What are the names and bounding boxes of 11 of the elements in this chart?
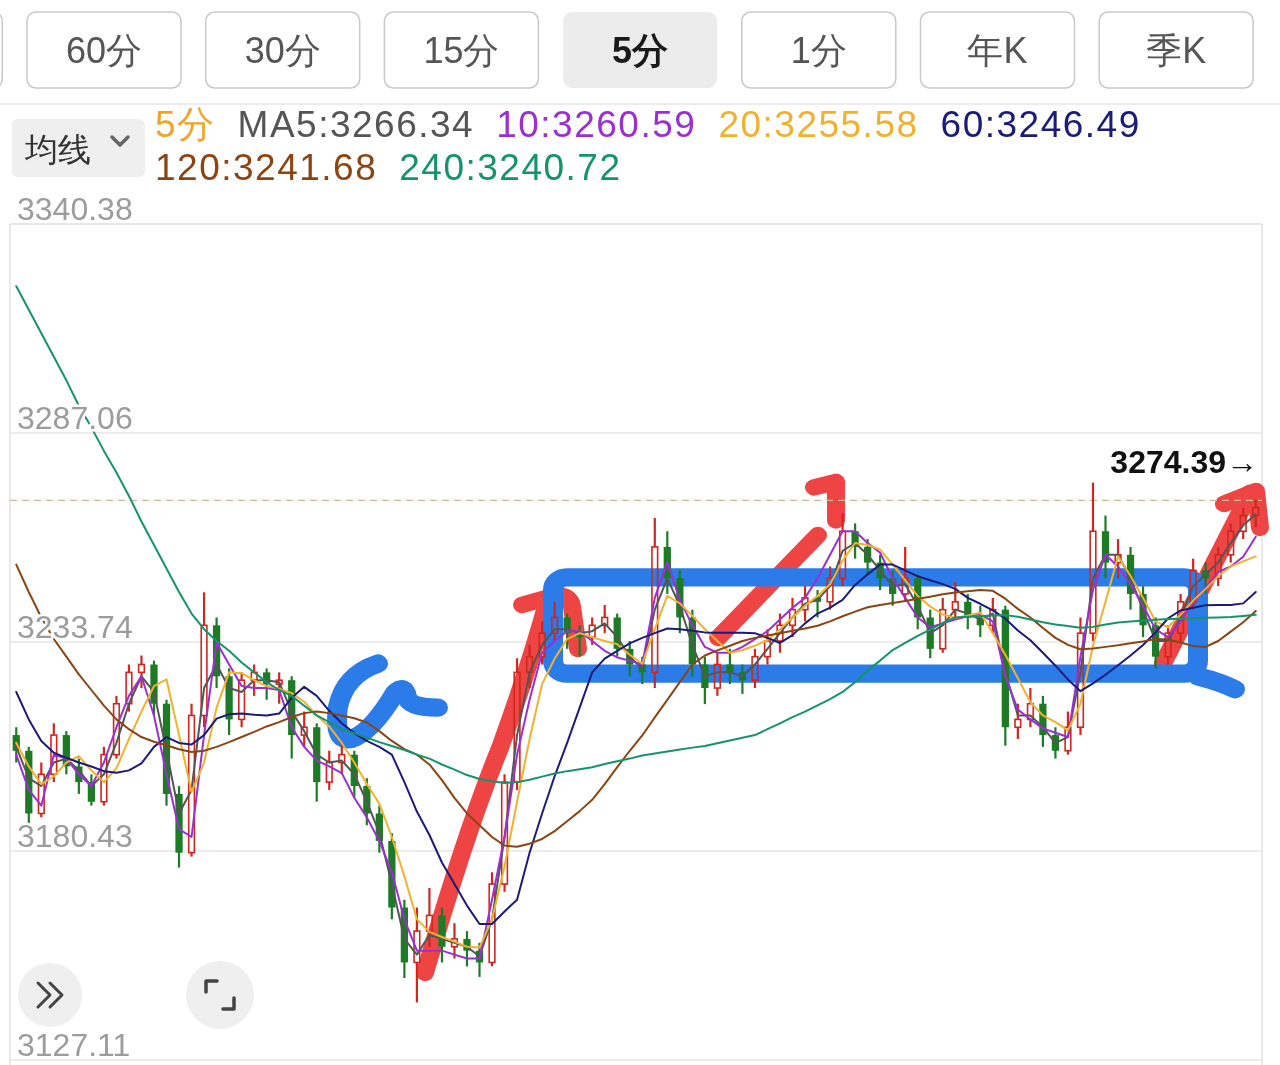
legend: 5分 MA5:3266.34 10:3260.59 20:3255.58 60:3246.49 120:3241.68 240:3240.72	[155, 104, 1141, 188]
indicator-dropdown-button: 均线	[12, 119, 145, 177]
candlestick	[187, 702, 196, 858]
y-tick-label: 3180.43	[17, 818, 133, 854]
y-tick-label: 3340.38	[17, 191, 133, 227]
annotation: 3274.39→	[1110, 443, 1258, 480]
y-tick-label: 3127.11	[17, 1027, 131, 1063]
candlestick	[838, 512, 847, 588]
legend-title: 均线	[24, 131, 91, 168]
period-tabs: 60分 30分 15分 5分 1分 年K 季K	[0, 11, 1254, 89]
candlestick	[112, 694, 121, 760]
